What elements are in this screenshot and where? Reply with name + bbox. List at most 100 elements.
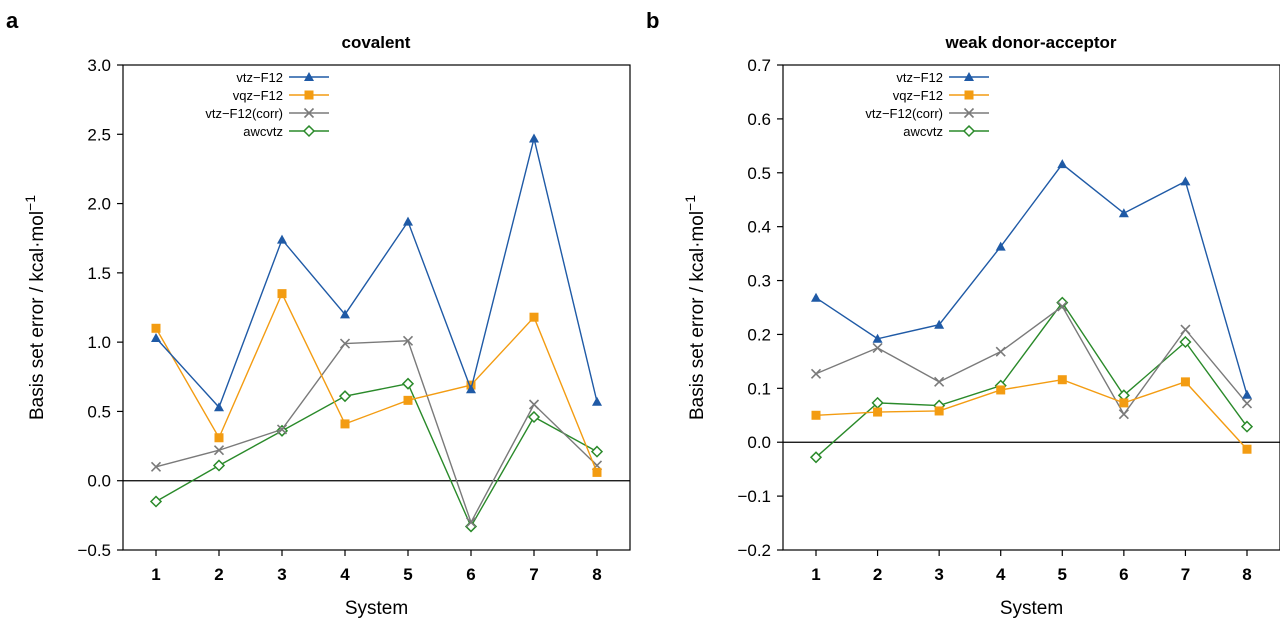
series-x bbox=[150, 335, 603, 528]
x-marker-stroke bbox=[1118, 409, 1129, 420]
x-tick-label: 5 bbox=[403, 565, 412, 584]
x-marker-stroke bbox=[213, 445, 225, 456]
x-marker bbox=[213, 445, 225, 456]
chart-panel-weak-donor-acceptor: b weak donor-acceptor −0.2 −0.1 0.0 0.1 0.2 0.3… bbox=[640, 0, 1280, 620]
y-tick-label: −0.1 bbox=[737, 487, 771, 506]
x-marker-stroke bbox=[1057, 301, 1068, 312]
x-marker bbox=[276, 424, 288, 435]
y-tick-label: 1.0 bbox=[87, 333, 111, 352]
x-marker bbox=[934, 376, 945, 387]
series-line bbox=[155, 138, 598, 409]
diamond-marker bbox=[1179, 335, 1192, 349]
triangle-marker bbox=[403, 216, 413, 226]
square-marker bbox=[934, 406, 944, 416]
triangle-marker bbox=[529, 133, 539, 143]
x-marker bbox=[339, 338, 351, 349]
triangle-marker bbox=[1242, 389, 1252, 399]
x-marker bbox=[1180, 324, 1191, 335]
x-marker-stroke bbox=[465, 517, 477, 528]
x-tick-label: 1 bbox=[811, 565, 820, 584]
series-line bbox=[815, 163, 1248, 395]
triangle-marker bbox=[1118, 208, 1129, 218]
x-tick-label: 2 bbox=[873, 565, 882, 584]
y-tick-label: 0.5 bbox=[747, 164, 771, 183]
x-marker-stroke bbox=[303, 107, 315, 119]
x-marker bbox=[1241, 398, 1253, 409]
triangle-marker bbox=[1180, 176, 1191, 186]
triangle-marker bbox=[466, 384, 476, 394]
square-marker bbox=[592, 467, 602, 477]
x-tick-label: 1 bbox=[151, 565, 160, 584]
triangle-marker bbox=[214, 402, 224, 412]
series-triangle bbox=[151, 133, 602, 412]
square-marker bbox=[214, 433, 224, 443]
x-marker-stroke bbox=[276, 424, 288, 435]
legend-label: vqz−F12 bbox=[893, 88, 943, 103]
square-marker bbox=[996, 385, 1006, 395]
x-marker bbox=[1057, 301, 1068, 312]
y-tick-label: 0.1 bbox=[747, 379, 771, 398]
triangle-marker bbox=[277, 234, 287, 244]
x-marker-stroke bbox=[934, 376, 945, 387]
square-marker bbox=[873, 407, 883, 417]
diamond-marker bbox=[212, 459, 226, 472]
y-tick-label: −0.5 bbox=[77, 541, 111, 560]
x-marker bbox=[872, 342, 883, 353]
y-tick-label: 0.6 bbox=[747, 110, 771, 129]
x-axis-label: System bbox=[345, 598, 408, 619]
square-marker bbox=[1057, 375, 1067, 385]
plot-frame bbox=[782, 64, 1280, 551]
series-diamond bbox=[809, 296, 1254, 464]
diamond-marker bbox=[809, 451, 823, 464]
x-marker-stroke bbox=[402, 335, 414, 346]
diamond-marker bbox=[149, 495, 163, 508]
triangle-marker bbox=[1057, 159, 1068, 169]
legend-label: vtz−F12(corr) bbox=[205, 106, 283, 121]
x-tick-label: 4 bbox=[996, 565, 1006, 584]
square-marker bbox=[1242, 444, 1252, 454]
diamond-marker bbox=[302, 124, 316, 138]
chart-svg-weak-donor-acceptor: b weak donor-acceptor −0.2 −0.1 0.0 0.1 0.2 0.3… bbox=[646, 8, 1280, 619]
x-tick-label: 2 bbox=[214, 565, 223, 584]
legend-label: vtz−F12 bbox=[896, 70, 943, 85]
chart-panel-covalent: a covalent −0.5 0.0 0.5 1.0 1.5 2.0 2.5 3.0 1 2 3 4 5 6… bbox=[6, 8, 631, 619]
panel-letter: b bbox=[646, 8, 659, 33]
triangle-marker bbox=[151, 332, 161, 342]
y-tick-label: 3.0 bbox=[87, 56, 111, 75]
square-marker bbox=[151, 323, 161, 333]
series-triangle bbox=[811, 159, 1252, 399]
series-line bbox=[815, 378, 1248, 450]
series-diamond bbox=[149, 377, 604, 533]
x-marker-stroke bbox=[528, 399, 540, 410]
diamond-marker bbox=[527, 410, 541, 424]
y-tick-label: 0.2 bbox=[747, 325, 771, 344]
x-marker bbox=[465, 517, 477, 528]
triangle-marker bbox=[995, 241, 1006, 251]
legend-label: awcvtz bbox=[903, 124, 943, 139]
x-tick-label: 6 bbox=[1119, 565, 1128, 584]
x-axis-label: System bbox=[1000, 598, 1063, 619]
y-axis-label: Basis set error / kcal·mol−1 bbox=[22, 195, 48, 420]
square-marker bbox=[304, 90, 314, 100]
x-tick-label: 6 bbox=[466, 565, 475, 584]
y-tick-label: 0.5 bbox=[87, 402, 111, 421]
y-tick-label: −0.2 bbox=[737, 541, 771, 560]
diamond-marker bbox=[590, 445, 604, 458]
series-line bbox=[155, 382, 598, 528]
x-marker bbox=[810, 368, 822, 379]
square-marker bbox=[1119, 398, 1129, 408]
triangle-marker bbox=[872, 333, 883, 343]
series-square bbox=[151, 289, 602, 477]
y-tick-label: 2.5 bbox=[87, 125, 111, 144]
x-marker bbox=[963, 107, 975, 119]
y-tick-label: 2.0 bbox=[87, 195, 111, 214]
x-marker-stroke bbox=[1241, 398, 1253, 409]
panel-letter: a bbox=[6, 8, 19, 33]
square-marker bbox=[811, 410, 821, 420]
y-tick-label: 0.3 bbox=[747, 272, 771, 291]
triangle-marker bbox=[934, 319, 945, 329]
x-marker-stroke bbox=[150, 461, 162, 472]
x-tick-label: 7 bbox=[529, 565, 538, 584]
square-marker bbox=[340, 419, 350, 429]
x-marker bbox=[303, 107, 315, 119]
